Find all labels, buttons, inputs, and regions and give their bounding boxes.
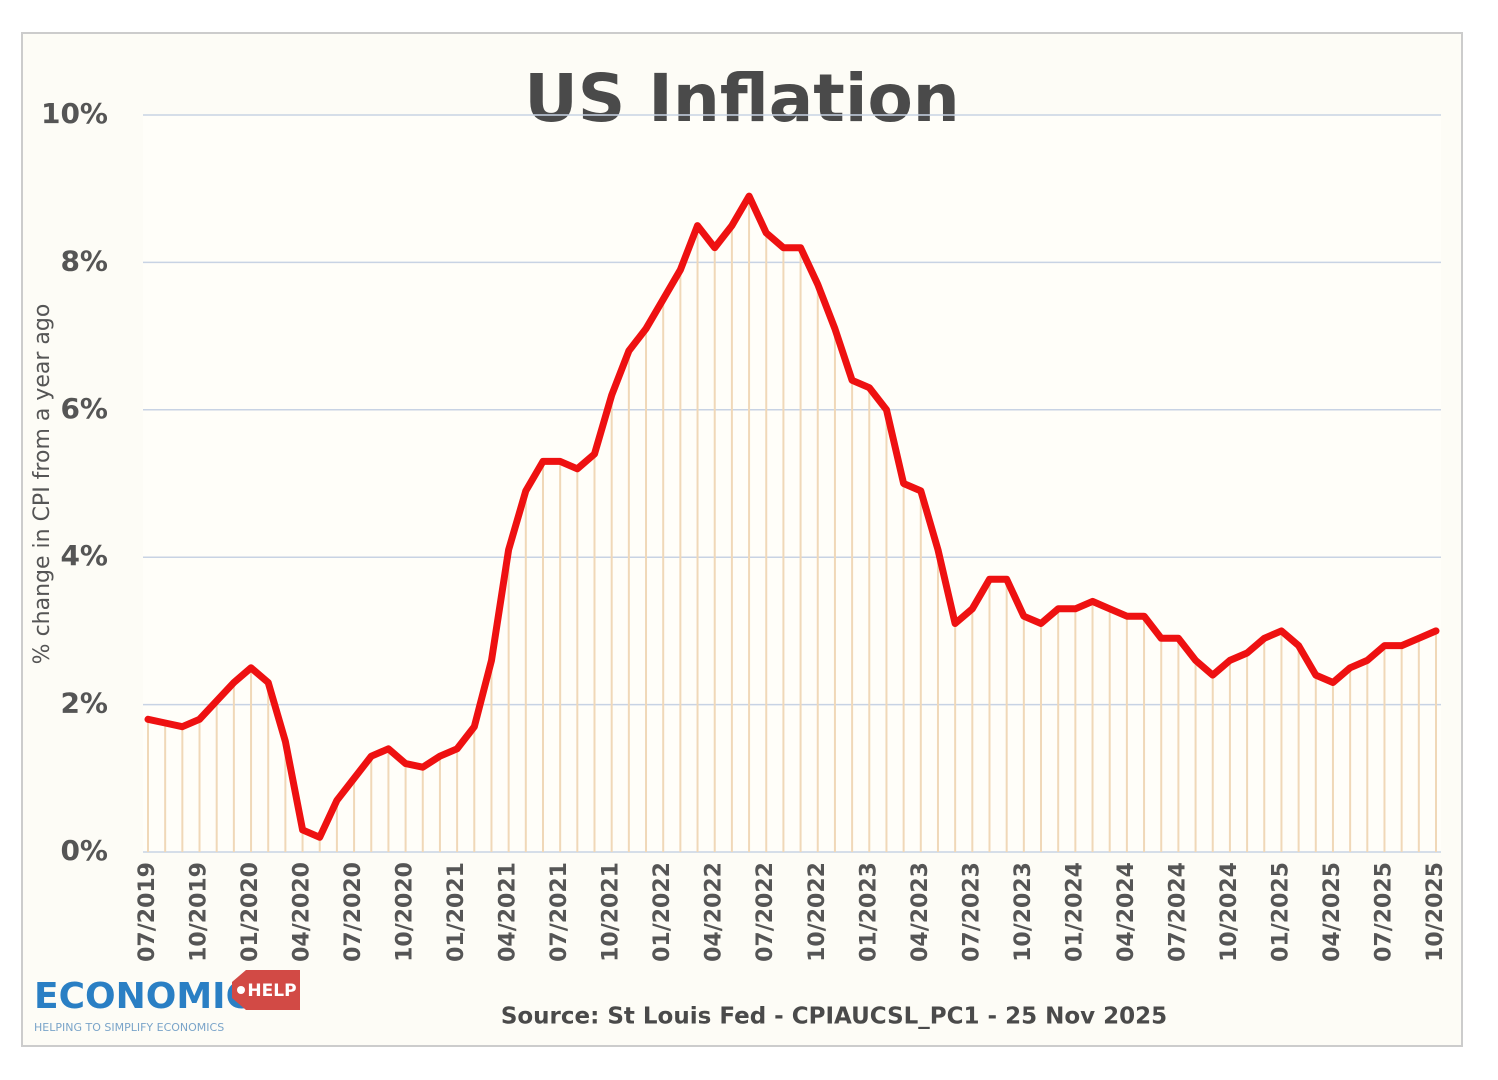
y-tick-label: 0% — [60, 834, 108, 867]
x-tick-label: 01/2021 — [444, 862, 469, 962]
logo-tag-text: HELP — [247, 981, 296, 1001]
x-tick-label: 10/2023 — [1011, 862, 1036, 962]
x-tick-label: 10/2019 — [187, 862, 212, 962]
x-tick-label: 04/2022 — [702, 862, 727, 962]
y-tick-label: 2% — [60, 687, 108, 720]
x-tick-label: 04/2024 — [1114, 862, 1139, 962]
x-tick-label: 04/2021 — [496, 862, 521, 962]
x-tick-label: 07/2019 — [135, 862, 160, 962]
y-tick-label: 4% — [60, 539, 108, 572]
x-tick-label: 01/2022 — [650, 862, 675, 962]
x-tick-label: 07/2022 — [753, 862, 778, 962]
logo-tagline: HELPING TO SIMPLIFY ECONOMICS — [34, 1021, 224, 1034]
x-tick-label: 04/2025 — [1320, 862, 1345, 962]
source: Source: St Louis Fed - CPIAUCSL_PC1 - 25… — [501, 1004, 1167, 1030]
x-tick-label: 07/2021 — [547, 862, 572, 962]
plot-area — [143, 115, 1441, 852]
x-tick-label: 04/2020 — [290, 862, 315, 962]
x-tick-label: 10/2021 — [599, 862, 624, 962]
x-tick-label: 01/2023 — [856, 862, 881, 962]
x-tick-label: 07/2020 — [341, 862, 366, 962]
x-tick-label: 01/2020 — [238, 862, 263, 962]
x-tick-label: 10/2024 — [1217, 862, 1242, 962]
y-axis-label: % change in CPI from a year ago — [30, 304, 55, 665]
x-tick-label: 01/2024 — [1062, 862, 1087, 962]
y-tick-label: 8% — [60, 244, 108, 277]
x-tick-label: 07/2025 — [1371, 862, 1396, 962]
y-tick-label: 10% — [41, 97, 108, 130]
data-line — [144, 192, 1440, 841]
x-tick-label: 07/2024 — [1165, 862, 1190, 962]
x-tick-label: 07/2023 — [959, 862, 984, 962]
x-tick-label: 01/2025 — [1268, 862, 1293, 962]
chart-title: US Inflation — [524, 60, 960, 137]
y-tick-label: 6% — [60, 392, 108, 425]
x-tick-label: 04/2023 — [908, 862, 933, 962]
x-tick-label: 10/2025 — [1423, 862, 1448, 962]
logo-hole — [237, 986, 245, 994]
x-tick-label: 10/2022 — [805, 862, 830, 962]
logo-tag — [232, 970, 300, 1010]
x-tick-label: 10/2020 — [393, 862, 418, 962]
